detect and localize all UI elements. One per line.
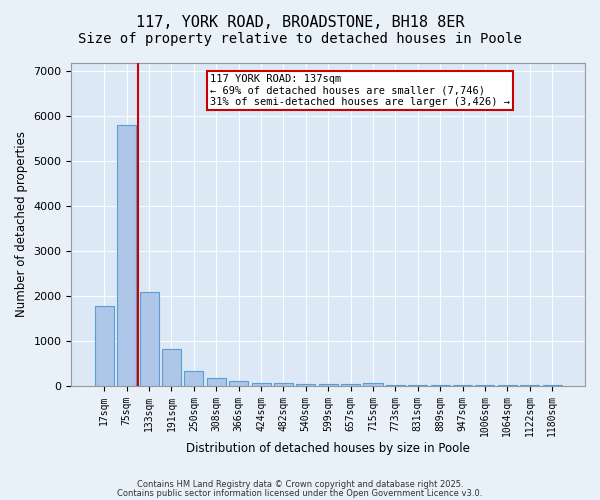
Bar [319, 384, 338, 386]
Bar [364, 383, 383, 386]
X-axis label: Distribution of detached houses by size in Poole: Distribution of detached houses by size … [186, 442, 470, 455]
Text: 117, YORK ROAD, BROADSTONE, BH18 8ER: 117, YORK ROAD, BROADSTONE, BH18 8ER [136, 15, 464, 30]
Bar [274, 383, 293, 386]
Bar [296, 384, 316, 386]
Text: Contains HM Land Registry data © Crown copyright and database right 2025.: Contains HM Land Registry data © Crown c… [137, 480, 463, 489]
Y-axis label: Number of detached properties: Number of detached properties [15, 131, 28, 317]
Text: Size of property relative to detached houses in Poole: Size of property relative to detached ho… [78, 32, 522, 46]
Bar [341, 384, 360, 386]
Bar [117, 126, 136, 386]
Bar [162, 349, 181, 386]
Bar [95, 306, 114, 386]
Bar [229, 381, 248, 386]
Bar [251, 382, 271, 386]
Bar [140, 292, 158, 386]
Text: Contains public sector information licensed under the Open Government Licence v3: Contains public sector information licen… [118, 488, 482, 498]
Text: 117 YORK ROAD: 137sqm
← 69% of detached houses are smaller (7,746)
31% of semi-d: 117 YORK ROAD: 137sqm ← 69% of detached … [210, 74, 510, 107]
Bar [207, 378, 226, 386]
Bar [184, 371, 203, 386]
